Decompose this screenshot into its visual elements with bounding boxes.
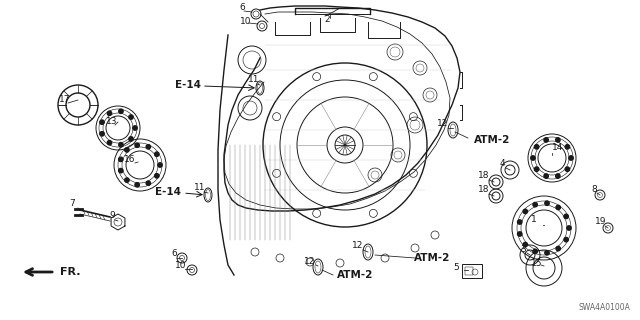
Circle shape: [544, 174, 548, 178]
Circle shape: [564, 214, 568, 219]
Text: 13: 13: [106, 117, 118, 126]
Text: ATM-2: ATM-2: [474, 135, 510, 145]
Circle shape: [146, 181, 150, 185]
Circle shape: [135, 143, 140, 148]
Circle shape: [135, 183, 140, 187]
Circle shape: [523, 242, 527, 247]
Text: 6: 6: [239, 4, 245, 12]
Text: 19: 19: [595, 218, 607, 227]
Circle shape: [564, 237, 568, 242]
Circle shape: [544, 138, 548, 142]
Circle shape: [118, 157, 123, 162]
Text: 15: 15: [531, 259, 543, 268]
Circle shape: [119, 142, 123, 147]
Circle shape: [146, 145, 150, 149]
Circle shape: [533, 249, 538, 253]
Circle shape: [119, 109, 123, 114]
Circle shape: [565, 167, 570, 172]
Text: FR.: FR.: [60, 267, 81, 277]
Circle shape: [129, 137, 133, 141]
Text: 18: 18: [478, 186, 490, 195]
Text: 12: 12: [304, 257, 316, 266]
Text: 12: 12: [352, 241, 364, 250]
Circle shape: [129, 115, 133, 119]
Text: ATM-2: ATM-2: [414, 253, 450, 263]
Text: 10: 10: [240, 17, 252, 26]
Text: 5: 5: [453, 262, 459, 271]
Text: 11: 11: [195, 183, 205, 193]
Circle shape: [565, 145, 570, 149]
Circle shape: [534, 167, 539, 172]
Text: ATM-2: ATM-2: [337, 270, 373, 280]
Circle shape: [155, 152, 159, 156]
Circle shape: [100, 120, 104, 124]
Circle shape: [108, 111, 112, 116]
Circle shape: [556, 246, 561, 251]
Circle shape: [533, 203, 538, 207]
Circle shape: [518, 232, 522, 236]
Circle shape: [125, 148, 129, 152]
Text: 10: 10: [175, 261, 187, 270]
Circle shape: [118, 168, 123, 173]
Circle shape: [125, 178, 129, 182]
Circle shape: [569, 156, 573, 160]
Text: 6: 6: [171, 250, 177, 259]
Circle shape: [158, 163, 162, 167]
Text: 11: 11: [248, 76, 260, 84]
Circle shape: [518, 220, 522, 224]
Text: 3: 3: [520, 244, 526, 253]
Text: 16: 16: [124, 156, 136, 164]
Text: 4: 4: [499, 158, 505, 167]
Circle shape: [567, 226, 572, 230]
Circle shape: [534, 145, 539, 149]
Circle shape: [100, 132, 104, 136]
Text: 17: 17: [60, 95, 71, 105]
Text: 2: 2: [324, 15, 330, 25]
Text: 1: 1: [531, 215, 537, 225]
Text: 14: 14: [552, 143, 564, 153]
Bar: [465, 267, 473, 275]
Text: E-14: E-14: [155, 187, 181, 197]
Text: 8: 8: [591, 185, 597, 194]
Circle shape: [556, 205, 561, 210]
Circle shape: [531, 156, 535, 160]
Text: 9: 9: [109, 212, 115, 220]
Text: SWA4A0100A: SWA4A0100A: [578, 303, 630, 312]
Circle shape: [556, 174, 560, 178]
Circle shape: [155, 174, 159, 178]
Text: E-14: E-14: [175, 80, 201, 90]
Text: 18: 18: [478, 172, 490, 180]
Circle shape: [108, 140, 112, 145]
Circle shape: [523, 209, 527, 214]
Text: 7: 7: [69, 199, 75, 209]
Text: 12: 12: [437, 118, 449, 127]
Circle shape: [545, 251, 549, 255]
Circle shape: [133, 126, 137, 130]
Circle shape: [545, 201, 549, 205]
Circle shape: [556, 138, 560, 142]
Bar: [462, 264, 482, 278]
